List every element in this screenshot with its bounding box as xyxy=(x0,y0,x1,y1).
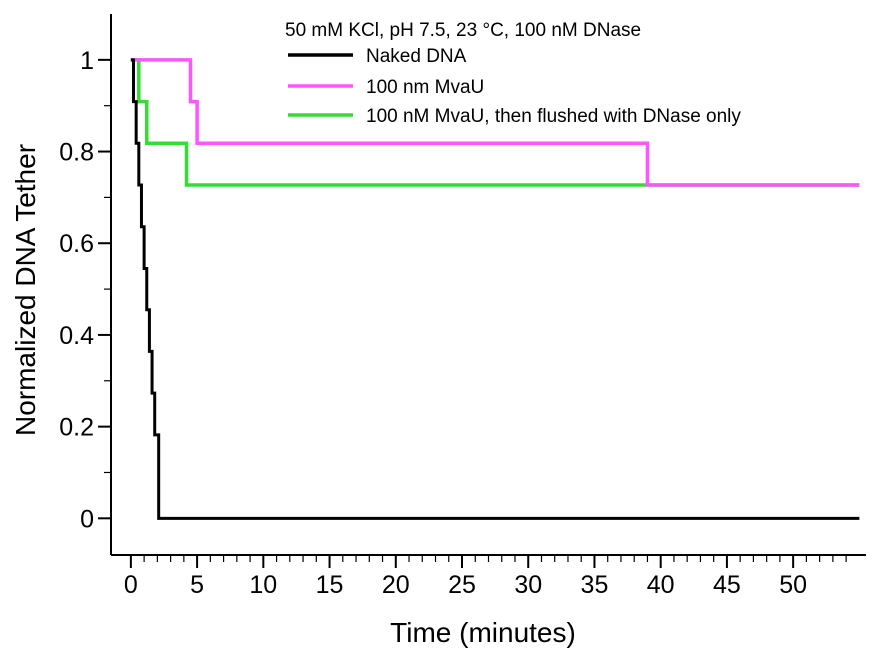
series-line-naked-dna xyxy=(130,58,860,520)
x-tick-label: 25 xyxy=(448,571,476,599)
y-tick-label: 0.8 xyxy=(59,139,94,167)
x-axis-ticks: 0 5 10 15 20 25 30 35 40 45 50 xyxy=(124,555,847,599)
y-tick-label: 0 xyxy=(80,505,94,533)
series-lines xyxy=(130,58,860,520)
x-tick-label: 45 xyxy=(713,571,741,599)
x-tick-label: 40 xyxy=(647,571,675,599)
y-axis-ticks: 0 0.2 0.4 0.6 0.8 1 xyxy=(59,47,111,533)
x-tick-label: 50 xyxy=(779,571,807,599)
x-axis-label: Time (minutes) xyxy=(390,617,576,648)
y-tick-label: 0.6 xyxy=(59,230,94,258)
legend-label-naked-dna: Naked DNA xyxy=(366,46,467,67)
x-tick-label: 30 xyxy=(514,571,542,599)
x-tick-label: 0 xyxy=(124,571,138,599)
x-tick-label: 15 xyxy=(316,571,344,599)
y-tick-label: 1 xyxy=(80,47,94,75)
x-tick-label: 10 xyxy=(249,571,277,599)
x-tick-label: 5 xyxy=(190,571,204,599)
condition-text: 50 mM KCl, pH 7.5, 23 °C, 100 nM DNase xyxy=(285,20,641,41)
legend-label-mvau-flushed: 100 nM MvaU, then flushed with DNase onl… xyxy=(366,106,741,127)
plot-frame xyxy=(110,14,866,556)
x-tick-label: 35 xyxy=(581,571,609,599)
y-tick-label: 0.4 xyxy=(59,322,94,350)
x-tick-label: 20 xyxy=(382,571,410,599)
series-line-mvau-flushed xyxy=(130,58,860,187)
y-tick-label: 0.2 xyxy=(59,414,94,442)
series-line-mvau xyxy=(130,58,860,187)
legend: 50 mM KCl, pH 7.5, 23 °C, 100 nM DNase N… xyxy=(285,20,741,127)
legend-label-mvau: 100 nm MvaU xyxy=(366,77,484,98)
y-axis-label: Normalized DNA Tether xyxy=(10,144,41,436)
